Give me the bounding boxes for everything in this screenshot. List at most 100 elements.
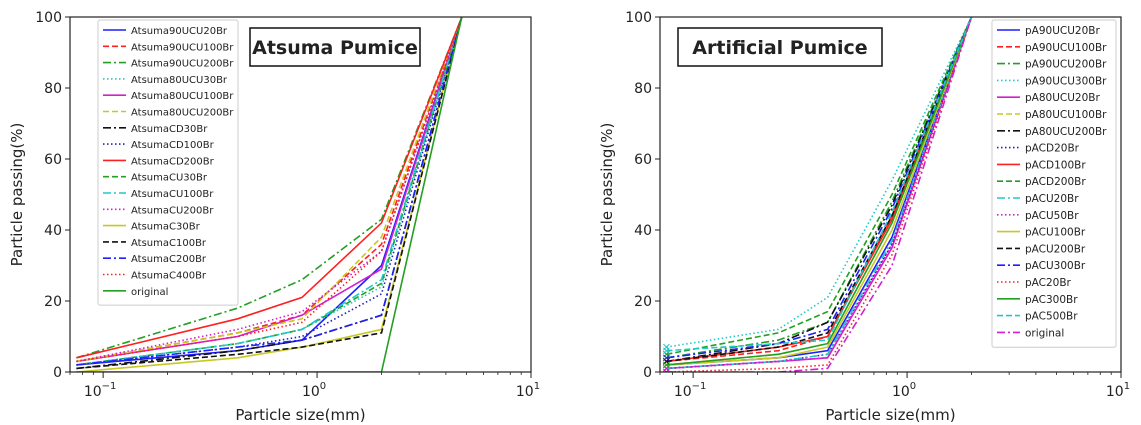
legend-label-pA80UCU20Br: pA80UCU20Br <box>1025 92 1100 104</box>
series-line-pAC20Br <box>666 17 973 372</box>
series-line-AtsumaCD200Br <box>76 17 463 359</box>
legend-label-AtsumaCD200Br: AtsumaCD200Br <box>131 156 215 167</box>
legend-label-Atsuma90UCU200Br: Atsuma90UCU200Br <box>131 59 234 70</box>
series-line-Atsuma80UCU200Br <box>76 17 463 363</box>
series-marker <box>663 361 670 369</box>
title-box <box>249 27 421 67</box>
series-group <box>76 17 463 372</box>
x-axis-label: Particle size(mm) <box>235 406 365 424</box>
series-line-pA80UCU20Br <box>666 17 973 370</box>
legend-label-AtsumaC30Br: AtsumaC30Br <box>131 222 201 233</box>
series-line-original <box>666 17 973 372</box>
y-tick-label: 20 <box>634 294 652 310</box>
series-line-pA90UCU200Br <box>666 17 973 359</box>
series-line-pACU50Br <box>666 17 973 370</box>
legend-label-AtsumaC400Br: AtsumaC400Br <box>131 271 207 282</box>
legend-label-pAC20Br: pAC20Br <box>1025 277 1072 289</box>
series-line-AtsumaC200Br <box>76 17 463 366</box>
legend-label-Atsuma90UCU100Br: Atsuma90UCU100Br <box>131 42 234 53</box>
y-tick-label: 60 <box>44 152 62 168</box>
y-tick-label: 40 <box>634 223 652 239</box>
series-marker <box>663 347 670 355</box>
series-line-pAC300Br <box>666 17 973 366</box>
series-marker <box>663 368 670 372</box>
legend-label-original: original <box>1025 327 1064 339</box>
series-line-original <box>76 17 463 372</box>
plot-frame <box>659 16 1122 373</box>
legend-label-AtsumaC200Br: AtsumaC200Br <box>131 254 207 265</box>
y-tick-label: 20 <box>44 294 62 310</box>
legend-label-AtsumaCU200Br: AtsumaCU200Br <box>131 205 214 216</box>
series-line-AtsumaC400Br <box>76 17 463 363</box>
series-line-pACU20Br <box>666 17 973 370</box>
series-group <box>663 17 973 372</box>
x-tick-label: 100 <box>892 381 916 400</box>
series-line-pA80UCU100Br <box>666 17 973 366</box>
legend-label-pACU200Br: pACU200Br <box>1025 243 1086 255</box>
y-tick-label: 80 <box>634 81 652 97</box>
y-tick-label: 100 <box>35 10 62 26</box>
y-tick-label: 80 <box>44 81 62 97</box>
series-line-pACD100Br <box>666 17 973 363</box>
legend-label-pAC300Br: pAC300Br <box>1025 294 1078 306</box>
y-axis-label: Particle passing(%) <box>598 123 616 267</box>
legend-label-pA90UCU20Br: pA90UCU20Br <box>1025 25 1100 37</box>
series-line-pA90UCU300Br <box>666 17 973 348</box>
legend-label-AtsumaCU30Br: AtsumaCU30Br <box>131 173 208 184</box>
legend-label-Atsuma80UCU100Br: Atsuma80UCU100Br <box>131 91 234 102</box>
series-marker <box>663 354 670 362</box>
chart-title: Atsuma Pumice <box>252 37 418 59</box>
y-tick-label: 40 <box>44 223 62 239</box>
legend-label-Atsuma80UCU200Br: Atsuma80UCU200Br <box>131 108 234 119</box>
x-tick-label: 10−1 <box>84 381 117 400</box>
series-line-pACU100Br <box>666 17 973 366</box>
series-line-Atsuma90UCU200Br <box>76 17 463 359</box>
legend-label-pACU300Br: pACU300Br <box>1025 260 1086 272</box>
x-tick-label: 10−1 <box>674 381 707 400</box>
chart-atsuma: 0 20 40 60 80 100 10−1 100 101 Particle size(mm) P… <box>8 10 540 424</box>
legend-label-Atsuma90UCU20Br: Atsuma90UCU20Br <box>131 26 228 37</box>
series-line-pACU300Br <box>666 17 973 359</box>
legend-label-pACU20Br: pACU20Br <box>1025 193 1079 205</box>
legend-box <box>97 19 239 306</box>
legend-label-pA80UCU200Br: pA80UCU200Br <box>1025 126 1107 138</box>
series-line-pAC500Br <box>666 17 973 352</box>
legend-label-pACU100Br: pACU100Br <box>1025 227 1086 239</box>
y-tick-label: 0 <box>643 365 652 381</box>
legend-label-Atsuma80UCU30Br: Atsuma80UCU30Br <box>131 75 228 86</box>
legend-label-original: original <box>131 287 168 298</box>
x-tick-label: 101 <box>1106 381 1130 400</box>
legend-label-AtsumaCD30Br: AtsumaCD30Br <box>131 124 208 135</box>
legend-label-AtsumaCU100Br: AtsumaCU100Br <box>131 189 214 200</box>
legend-label-pACD20Br: pACD20Br <box>1025 143 1080 155</box>
legend-label-pA80UCU100Br: pA80UCU100Br <box>1025 109 1107 121</box>
x-axis-label: Particle size(mm) <box>825 406 955 424</box>
y-tick-label: 0 <box>53 365 62 381</box>
legend-label-pACU50Br: pACU50Br <box>1025 210 1079 222</box>
plot-frame <box>69 16 532 373</box>
series-line-pACD200Br <box>666 17 973 356</box>
series-line-pACU200Br <box>666 17 973 363</box>
y-tick-label: 60 <box>634 152 652 168</box>
legend-label-AtsumaC100Br: AtsumaC100Br <box>131 238 207 249</box>
legend-box <box>991 19 1117 348</box>
series-line-pA90UCU20Br <box>666 17 973 366</box>
legend-label-AtsumaCD100Br: AtsumaCD100Br <box>131 140 215 151</box>
chart-artificial: 0 20 40 60 80 100 10−1 100 101 Particle size(mm) P… <box>598 10 1130 424</box>
x-tick-label: 101 <box>516 381 540 400</box>
x-tick-label: 100 <box>302 381 326 400</box>
y-axis-label: Particle passing(%) <box>8 123 26 267</box>
series-line-AtsumaC100Br <box>76 17 463 370</box>
series-line-pA90UCU100Br <box>666 17 973 363</box>
legend-label-pAC500Br: pAC500Br <box>1025 311 1078 323</box>
legend-label-pACD200Br: pACD200Br <box>1025 176 1086 188</box>
series-line-AtsumaCU100Br <box>76 17 463 366</box>
legend-label-pA90UCU300Br: pA90UCU300Br <box>1025 75 1107 87</box>
legend-label-pA90UCU100Br: pA90UCU100Br <box>1025 42 1107 54</box>
y-tick-label: 100 <box>625 10 652 26</box>
chart-title: Artificial Pumice <box>692 37 867 59</box>
legend-label-pACD100Br: pACD100Br <box>1025 159 1086 171</box>
title-box <box>677 27 883 67</box>
series-line-pA80UCU200Br <box>666 17 973 363</box>
